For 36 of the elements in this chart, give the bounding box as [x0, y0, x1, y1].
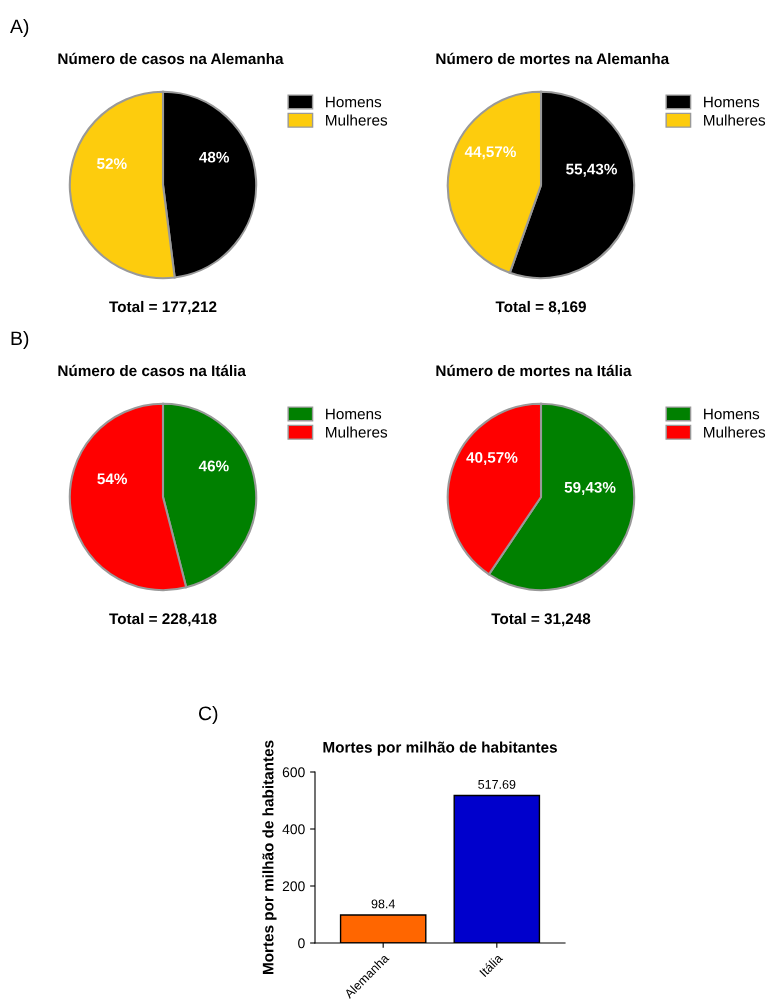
legend-label: Mulheres: [704, 426, 766, 438]
x-tick-label: Itália: [478, 952, 504, 978]
legend-label: Homens: [704, 408, 760, 420]
legend-label: Homens: [326, 96, 382, 108]
y-tick-label: 0: [298, 938, 305, 949]
data-label: 40,57%: [466, 452, 518, 466]
text: Total = 8,169: [495, 300, 586, 315]
data-label: 44,57%: [464, 146, 516, 160]
data-label: 55,43%: [566, 163, 618, 177]
legend-label: Homens: [704, 96, 760, 108]
chart-title: Mortes por milhão de habitantes: [323, 741, 557, 756]
text: C): [198, 705, 218, 725]
chart-title: Número de mortes na Alemanha: [436, 52, 670, 65]
chart-title: Número de mortes na Itália: [436, 364, 632, 377]
text: B): [11, 330, 29, 350]
text: A): [10, 18, 29, 38]
data-label: 48%: [199, 151, 230, 163]
text: Total = 31,248: [491, 612, 591, 627]
data-label: 59,43%: [564, 481, 616, 495]
chart-title: Número de casos na Itália: [58, 364, 246, 377]
text: Total = 228,418: [109, 612, 217, 627]
y-tick-label: 200: [282, 881, 305, 892]
data-label: 54%: [97, 473, 128, 485]
text: Total = 177,212: [109, 300, 217, 315]
data-label: 98.4: [371, 899, 395, 909]
data-label: 46%: [198, 460, 229, 472]
data-label: 517.69: [478, 779, 516, 789]
y-tick-label: 600: [282, 767, 305, 778]
y-axis-title: Mortes por milhão de habitantes: [262, 740, 277, 975]
legend-label: Mulheres: [704, 114, 766, 126]
legend-label: Mulheres: [326, 426, 388, 438]
legend-label: Mulheres: [326, 114, 388, 126]
data-label: 52%: [97, 158, 127, 170]
y-tick-label: 400: [282, 824, 305, 835]
chart-title: Número de casos na Alemanha: [58, 52, 284, 65]
legend-label: Homens: [326, 408, 382, 420]
